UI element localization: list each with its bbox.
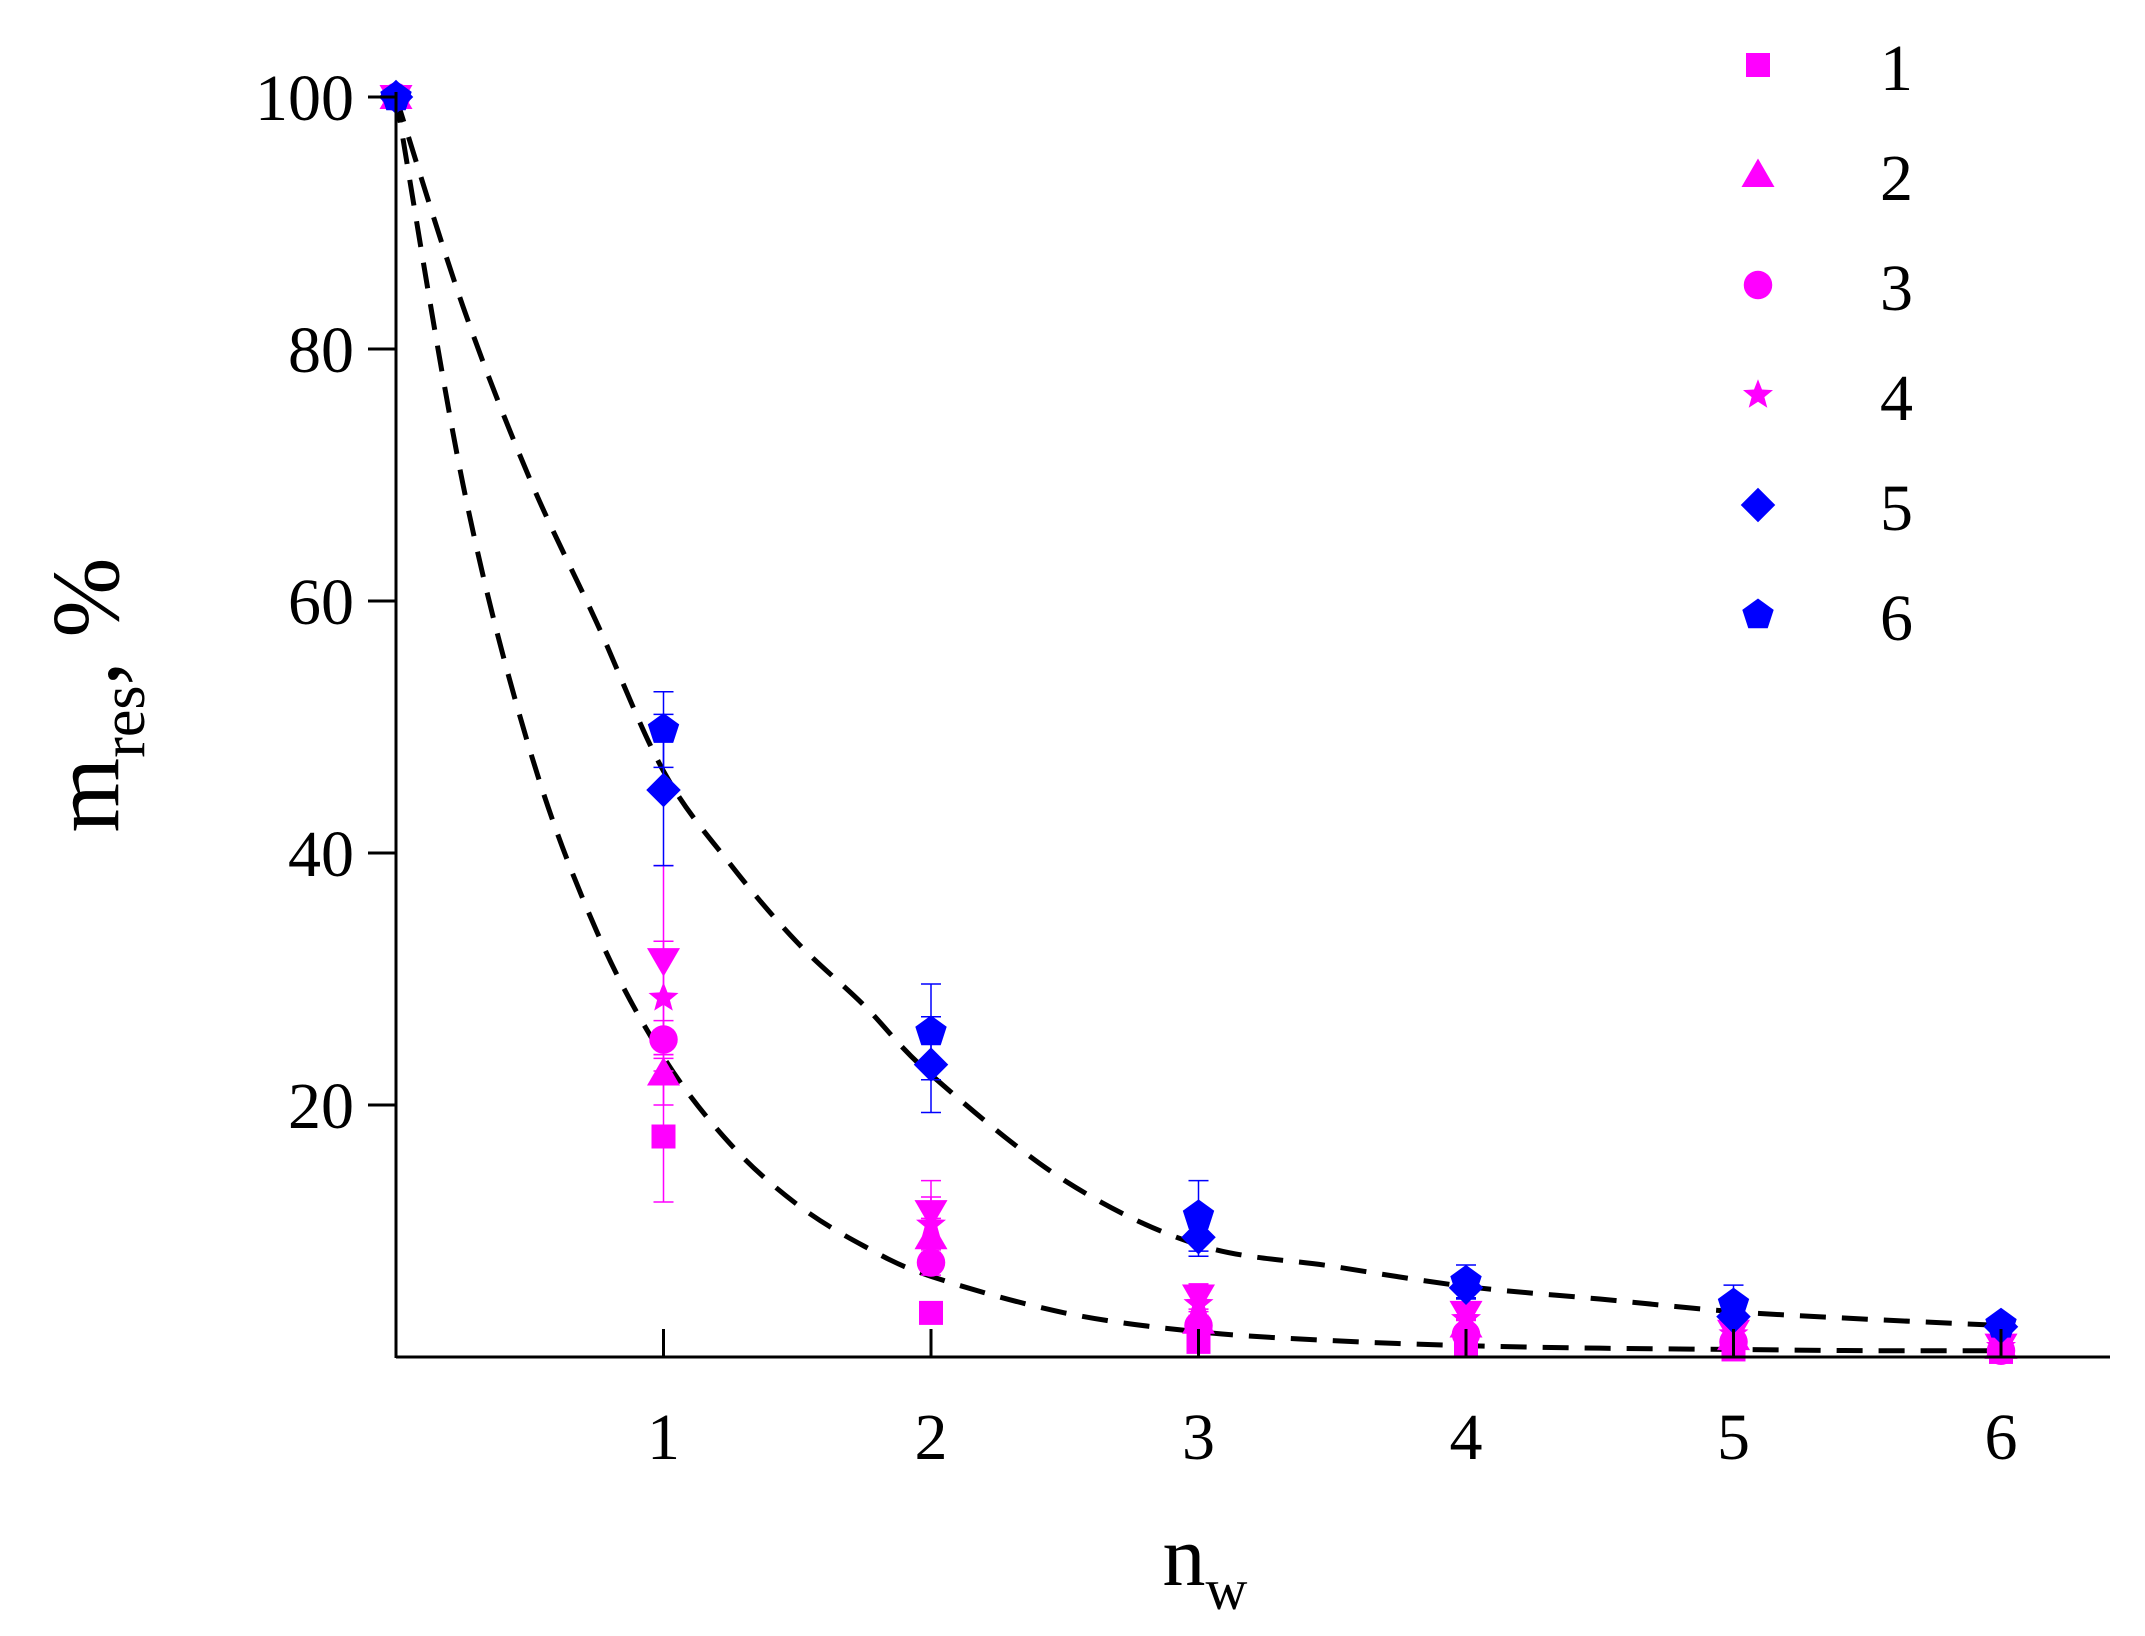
marker-circle (1743, 270, 1773, 300)
fit-curve (393, 96, 2002, 1354)
marker-circle (916, 1248, 946, 1277)
legend-label: 4 (1880, 362, 1913, 435)
y-tick-label: 40 (288, 818, 354, 891)
y-axis-label-main: m (32, 758, 139, 833)
y-axis-label-suffix: , % (32, 558, 139, 686)
y-tick-label: 60 (288, 566, 354, 639)
marker-star (1743, 379, 1773, 408)
legend: 1 2 3 4 5 6 (1740, 32, 1913, 655)
marker-star (1183, 1288, 1214, 1317)
marker-circle (1184, 1311, 1213, 1340)
legend-label: 3 (1880, 252, 1913, 325)
legend-label: 6 (1880, 582, 1913, 655)
marker-triangle-up (914, 1220, 948, 1250)
marker-pentagon (1450, 1264, 1482, 1295)
marker-pentagon (1717, 1287, 1750, 1318)
legend-label: 2 (1880, 142, 1913, 215)
fit-curve (393, 96, 2002, 1328)
marker-diamond (646, 772, 681, 808)
marker-diamond (1740, 487, 1776, 523)
marker-star (916, 1209, 946, 1238)
marker-square (1746, 53, 1770, 77)
marker-star (1451, 1303, 1481, 1332)
marker-pentagon (1182, 1199, 1215, 1230)
x-tick-label: 6 (1985, 1401, 2018, 1474)
marker-circle (649, 1025, 678, 1054)
legend-label: 1 (1880, 32, 1913, 105)
x-tick-label: 3 (1182, 1401, 1215, 1474)
x-tick-label: 4 (1450, 1401, 1483, 1474)
y-axis-label-sub: res (90, 686, 158, 758)
y-tick-label: 100 (255, 62, 354, 135)
marker-pentagon (647, 713, 680, 743)
marker-triangle-up (647, 1057, 680, 1086)
axis-labels: nw mres, % (32, 558, 1248, 1622)
x-tick-label: 5 (1717, 1401, 1750, 1474)
marker-square (919, 1300, 943, 1325)
marker-diamond (913, 1047, 949, 1082)
x-tick-label: 2 (915, 1401, 948, 1474)
y-tick-label: 80 (288, 314, 354, 387)
legend-label: 5 (1880, 472, 1913, 545)
x-axis-label-sub: w (1206, 1557, 1248, 1622)
y-tick-label: 20 (288, 1070, 354, 1143)
x-axis-label-main: n (1163, 1508, 1206, 1604)
fit-curves (393, 96, 2002, 1354)
x-axis-label: nw (1163, 1508, 1248, 1622)
axes: 1 2 3 4 5 6 20 40 60 80 100 (255, 62, 2110, 1474)
marker-pentagon (1985, 1307, 2017, 1338)
marker-pentagon (1742, 598, 1774, 629)
marker-square (651, 1124, 676, 1149)
marker-triangle-up (1741, 158, 1775, 187)
data-points (378, 79, 2019, 1365)
marker-star (648, 982, 679, 1011)
marker-pentagon (915, 1015, 947, 1046)
y-axis-label: mres, % (32, 558, 158, 833)
x-tick-label: 1 (647, 1401, 680, 1474)
error-bars (653, 690, 2011, 1356)
marker-triangle-down (647, 948, 680, 977)
